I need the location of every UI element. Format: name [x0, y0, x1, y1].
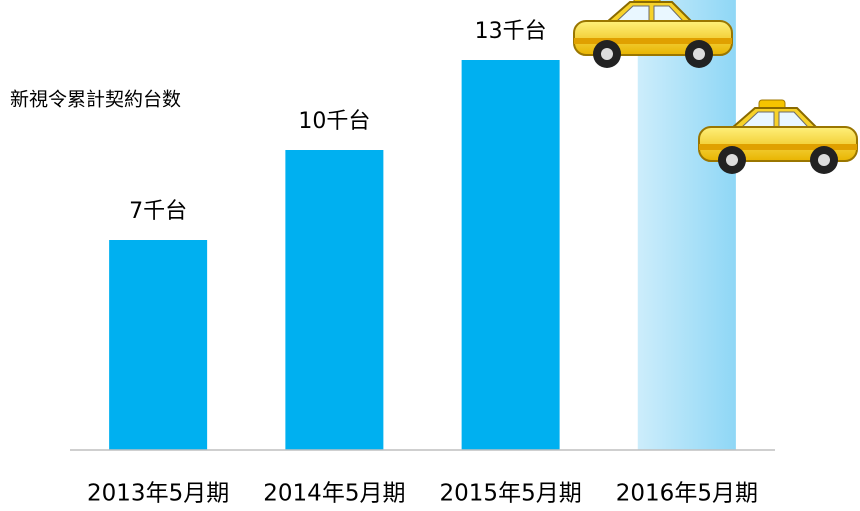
bar-highlight	[637, 0, 736, 450]
x-tick-label: 2014年5月期	[263, 481, 405, 507]
bar	[109, 240, 208, 450]
bar	[285, 150, 384, 450]
chart-title: 新視令累計契約台数	[10, 89, 181, 111]
value-label: 7千台	[129, 199, 187, 224]
value-label: 13千台	[475, 19, 547, 44]
x-tick-label: 2016年5月期	[616, 481, 758, 507]
x-tick-label: 2013年5月期	[87, 481, 229, 507]
bar	[461, 60, 560, 450]
value-label: 10千台	[298, 109, 370, 134]
x-tick-label: 2015年5月期	[440, 481, 582, 507]
